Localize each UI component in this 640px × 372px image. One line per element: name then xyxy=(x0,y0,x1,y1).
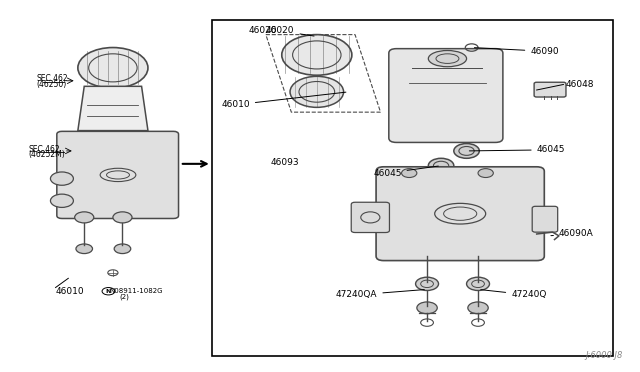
Text: J:6000 J8: J:6000 J8 xyxy=(586,350,623,359)
Text: 46048: 46048 xyxy=(565,80,594,89)
Bar xyxy=(212,20,613,356)
Ellipse shape xyxy=(113,212,132,223)
FancyBboxPatch shape xyxy=(376,167,544,260)
FancyBboxPatch shape xyxy=(389,49,503,142)
Text: 46010: 46010 xyxy=(56,287,84,296)
Text: 46020: 46020 xyxy=(248,26,277,35)
Text: SEC.462: SEC.462 xyxy=(28,145,60,154)
Ellipse shape xyxy=(290,76,344,108)
FancyBboxPatch shape xyxy=(534,82,566,97)
Text: 46090: 46090 xyxy=(474,47,559,56)
Text: 46010: 46010 xyxy=(221,92,346,109)
Text: 47240QA: 47240QA xyxy=(336,289,424,299)
Text: 46045: 46045 xyxy=(469,145,565,154)
Ellipse shape xyxy=(114,244,131,254)
Text: (46252M): (46252M) xyxy=(28,150,65,159)
Ellipse shape xyxy=(468,302,488,314)
Ellipse shape xyxy=(51,194,74,208)
Text: 46093: 46093 xyxy=(271,157,300,167)
Ellipse shape xyxy=(467,277,490,291)
Polygon shape xyxy=(78,86,148,131)
FancyBboxPatch shape xyxy=(532,206,557,232)
Ellipse shape xyxy=(51,172,74,185)
Text: 46045: 46045 xyxy=(373,166,438,177)
Ellipse shape xyxy=(76,244,93,254)
Ellipse shape xyxy=(417,302,437,314)
Text: 47240Q: 47240Q xyxy=(481,290,547,299)
Ellipse shape xyxy=(428,158,454,173)
Text: 46020: 46020 xyxy=(266,26,314,36)
Text: N08911-1082G: N08911-1082G xyxy=(109,288,163,294)
Ellipse shape xyxy=(428,51,467,67)
Text: (2): (2) xyxy=(119,294,129,300)
Ellipse shape xyxy=(415,277,438,291)
Ellipse shape xyxy=(454,144,479,158)
Ellipse shape xyxy=(282,35,352,75)
Text: 46090A: 46090A xyxy=(551,230,594,238)
Ellipse shape xyxy=(401,169,417,177)
Text: (46250): (46250) xyxy=(36,80,67,89)
FancyBboxPatch shape xyxy=(57,131,179,218)
Ellipse shape xyxy=(478,169,493,177)
Ellipse shape xyxy=(78,48,148,88)
Text: N: N xyxy=(106,289,111,294)
Ellipse shape xyxy=(75,212,94,223)
Text: SEC.462: SEC.462 xyxy=(36,74,68,83)
FancyBboxPatch shape xyxy=(351,202,390,232)
